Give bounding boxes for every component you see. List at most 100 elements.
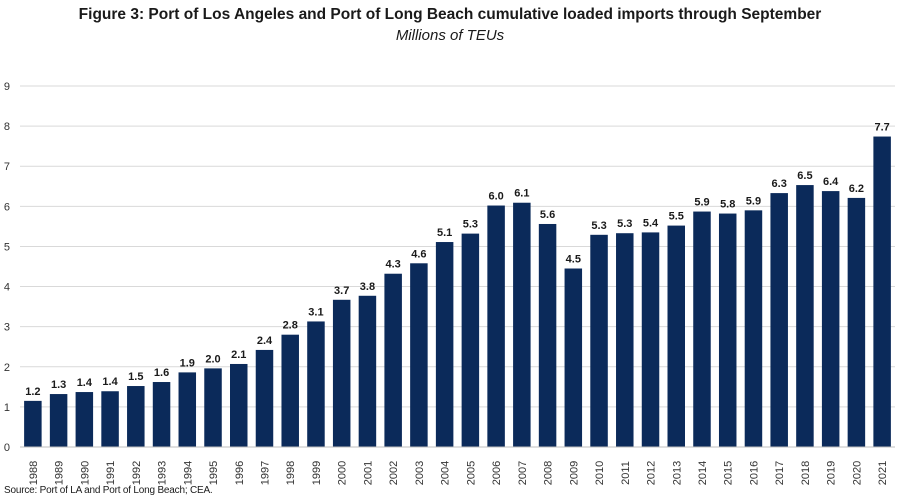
x-tick-label: 1996 bbox=[234, 461, 246, 485]
y-tick-label: 8 bbox=[4, 121, 10, 133]
data-label: 6.4 bbox=[823, 176, 839, 188]
bar bbox=[693, 211, 711, 447]
bar bbox=[770, 193, 788, 447]
y-tick-label: 0 bbox=[4, 442, 10, 454]
data-label: 5.3 bbox=[591, 220, 606, 232]
y-tick-label: 1 bbox=[4, 402, 10, 414]
bar bbox=[873, 136, 891, 448]
bar bbox=[796, 185, 814, 447]
bar bbox=[667, 225, 685, 447]
x-tick-label: 2009 bbox=[568, 461, 580, 485]
data-label: 3.1 bbox=[308, 306, 323, 318]
bar bbox=[435, 242, 454, 447]
bar bbox=[49, 394, 68, 447]
x-tick-label: 1990 bbox=[79, 461, 91, 485]
data-label: 2.4 bbox=[257, 335, 273, 347]
y-tick-label: 3 bbox=[4, 322, 10, 334]
y-tick-label: 7 bbox=[4, 161, 10, 173]
bar bbox=[178, 372, 197, 447]
data-label: 1.4 bbox=[102, 376, 118, 388]
data-label: 5.9 bbox=[746, 195, 761, 207]
data-label: 6.3 bbox=[772, 178, 787, 190]
gridlines bbox=[20, 85, 895, 408]
data-label: 6.2 bbox=[849, 183, 864, 195]
bar bbox=[307, 321, 325, 447]
data-label: 4.5 bbox=[566, 254, 581, 266]
y-tick-label: 6 bbox=[4, 201, 10, 213]
bar bbox=[358, 295, 377, 447]
bar bbox=[384, 273, 402, 447]
y-axis-ticks: 0 1 2 3 4 5 6 7 8 9 bbox=[4, 81, 10, 454]
y-tick-label: 2 bbox=[4, 362, 10, 374]
chart-title: Figure 3: Port of Los Angeles and Port o… bbox=[78, 6, 822, 23]
bar bbox=[538, 223, 557, 447]
data-label: 4.3 bbox=[386, 259, 401, 271]
bar bbox=[487, 205, 505, 447]
bar bbox=[230, 363, 248, 447]
x-tick-label: 2001 bbox=[362, 461, 374, 485]
bar bbox=[718, 213, 737, 447]
bar bbox=[332, 299, 351, 447]
bar bbox=[616, 233, 634, 447]
data-label: 5.5 bbox=[669, 211, 684, 223]
bar bbox=[590, 234, 608, 447]
data-label: 5.9 bbox=[694, 197, 709, 209]
bar bbox=[255, 349, 274, 447]
data-label: 1.5 bbox=[128, 371, 143, 383]
data-label: 6.1 bbox=[514, 188, 529, 200]
x-tick-label: 1989 bbox=[54, 461, 66, 485]
data-label: 5.8 bbox=[720, 199, 735, 211]
x-tick-label: 1999 bbox=[311, 461, 323, 485]
data-label: 5.3 bbox=[617, 218, 632, 230]
data-label: 3.7 bbox=[334, 285, 349, 297]
x-tick-label: 2018 bbox=[800, 461, 812, 485]
x-tick-label: 1988 bbox=[28, 461, 40, 485]
bar bbox=[564, 268, 583, 447]
source-note: Source: Port of LA and Port of Long Beac… bbox=[4, 485, 213, 496]
bar bbox=[847, 197, 866, 447]
data-labels: 1.2 1.3 1.4 1.4 1.5 1.6 1.9 2.0 2.1 2.4 2.8 3.1 3.7 3… bbox=[25, 122, 890, 398]
data-label: 2.0 bbox=[205, 353, 220, 365]
y-tick-label: 5 bbox=[4, 241, 10, 253]
x-tick-label: 2007 bbox=[517, 461, 529, 485]
data-label: 5.4 bbox=[643, 217, 659, 229]
x-tick-label: 1993 bbox=[157, 461, 169, 485]
x-tick-label: 2003 bbox=[414, 461, 426, 485]
bar bbox=[821, 191, 840, 447]
data-label: 7.7 bbox=[874, 122, 889, 134]
x-tick-label: 2012 bbox=[646, 461, 658, 485]
chart-subtitle: Millions of TEUs bbox=[395, 27, 505, 44]
x-tick-label: 2017 bbox=[774, 461, 786, 485]
bar bbox=[410, 263, 428, 447]
x-tick-label: 1991 bbox=[105, 461, 117, 485]
x-tick-label: 2010 bbox=[594, 461, 606, 485]
y-tick-label: 4 bbox=[4, 282, 10, 294]
x-tick-label: 2021 bbox=[877, 461, 889, 485]
data-label: 4.6 bbox=[411, 248, 426, 260]
data-label: 1.2 bbox=[25, 386, 40, 398]
x-tick-label: 2000 bbox=[337, 461, 349, 485]
data-label: 1.9 bbox=[180, 357, 195, 369]
x-tick-label: 2015 bbox=[723, 461, 735, 485]
data-label: 5.3 bbox=[463, 219, 478, 231]
bar bbox=[127, 386, 145, 447]
data-label: 2.8 bbox=[283, 320, 298, 332]
x-axis-ticks: 1988 1989 1990 1991 1992 1993 1994 1995 1996 1997… bbox=[28, 461, 889, 485]
bar bbox=[513, 202, 531, 447]
data-label: 5.6 bbox=[540, 209, 555, 221]
bar bbox=[75, 392, 94, 447]
bar bbox=[461, 233, 480, 447]
x-tick-label: 2019 bbox=[826, 461, 838, 485]
x-tick-label: 2013 bbox=[671, 461, 683, 485]
bar bbox=[281, 334, 299, 447]
x-tick-label: 2016 bbox=[748, 461, 760, 485]
data-label: 6.0 bbox=[488, 191, 503, 203]
data-label: 6.5 bbox=[797, 170, 812, 182]
y-tick-label: 9 bbox=[4, 81, 10, 93]
bar bbox=[24, 400, 42, 447]
bar bbox=[204, 368, 222, 447]
x-tick-label: 2006 bbox=[491, 461, 503, 485]
data-label: 1.4 bbox=[77, 377, 93, 389]
x-tick-label: 1998 bbox=[285, 461, 297, 485]
x-tick-label: 2011 bbox=[620, 461, 632, 485]
